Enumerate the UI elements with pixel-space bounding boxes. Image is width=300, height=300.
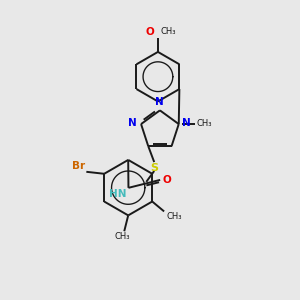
Text: Br: Br (72, 161, 86, 171)
Text: O: O (162, 175, 171, 185)
Text: N: N (128, 118, 137, 128)
Text: N: N (182, 118, 190, 128)
Text: CH₃: CH₃ (196, 118, 212, 127)
Text: S: S (150, 163, 158, 173)
Text: CH₃: CH₃ (166, 212, 182, 221)
Text: HN: HN (109, 189, 127, 199)
Text: O: O (146, 27, 154, 37)
Text: CH₃: CH₃ (115, 232, 130, 241)
Text: N: N (154, 98, 163, 107)
Text: CH₃: CH₃ (161, 27, 176, 36)
